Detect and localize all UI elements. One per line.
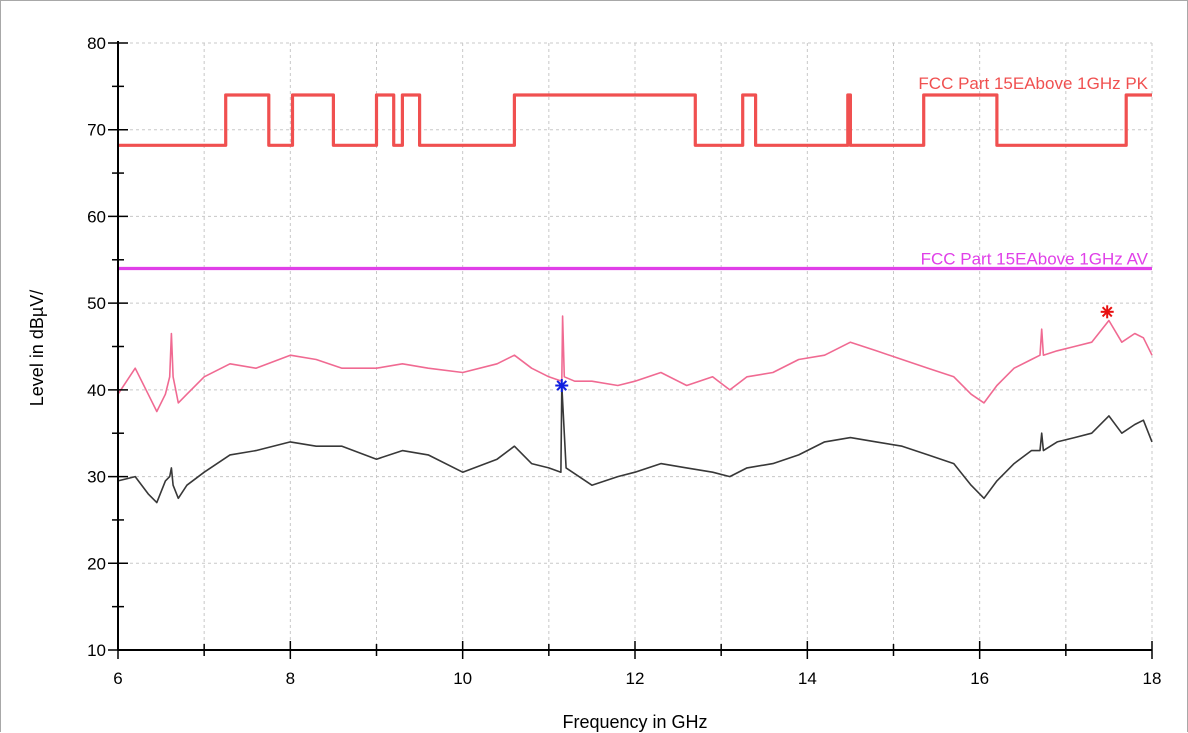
y-tick-label: 80	[87, 34, 106, 53]
x-tick-label: 18	[1143, 669, 1162, 688]
y-axis-title: Level in dBµV/	[27, 290, 47, 406]
x-tick-label: 16	[970, 669, 989, 688]
av-trace	[117, 384, 1153, 504]
x-tick-label: 8	[286, 669, 295, 688]
x-tick-label: 12	[626, 669, 645, 688]
pk-limit-line	[118, 93, 1152, 147]
peak-markers	[555, 305, 1114, 393]
pk-peak-marker	[1100, 305, 1114, 319]
av-peak-marker	[555, 379, 569, 393]
av-limit-label: FCC Part 15EAbove 1GHz AV	[921, 249, 1149, 268]
limit-lines: FCC Part 15EAbove 1GHz PK FCC Part 15EAbo…	[118, 74, 1152, 271]
y-tick-label: 30	[87, 468, 106, 487]
x-tick-label: 6	[113, 669, 122, 688]
x-tick-label: 14	[798, 669, 817, 688]
pk-trace	[117, 315, 1153, 413]
y-tick-label: 70	[87, 121, 106, 140]
y-tick-label: 10	[87, 641, 106, 660]
pk-limit-label: FCC Part 15EAbove 1GHz PK	[918, 74, 1148, 93]
y-tick-label: 50	[87, 294, 106, 313]
y-tick-label: 60	[87, 207, 106, 226]
measurement-traces	[117, 315, 1153, 504]
y-tick-label: 20	[87, 554, 106, 573]
axes	[108, 41, 1153, 659]
x-axis-title: Frequency in GHz	[562, 712, 707, 732]
grid	[118, 42, 1153, 650]
x-tick-label: 10	[453, 669, 472, 688]
y-tick-label: 40	[87, 381, 106, 400]
tick-labels: 10 20 30 40 50 60 70 80 6 8 10 12 14 16 18	[87, 34, 1161, 688]
